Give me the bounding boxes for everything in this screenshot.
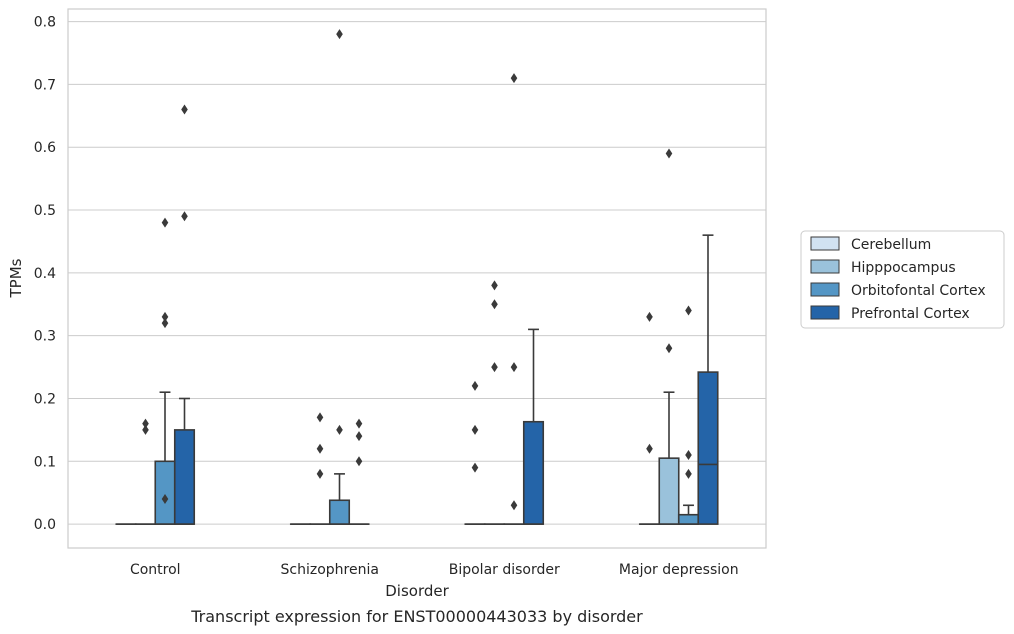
x-tick-label: Control	[130, 562, 181, 578]
box-group	[658, 148, 680, 525]
box-group	[483, 280, 506, 525]
outlier-point	[161, 494, 169, 504]
box-group	[677, 305, 700, 525]
box-group	[638, 311, 661, 525]
outlier-point	[510, 73, 518, 84]
outlier-point	[161, 311, 169, 322]
box	[173, 429, 196, 525]
outlier-point	[665, 343, 673, 354]
box	[697, 371, 719, 525]
y-tick-label: 0.2	[34, 391, 56, 407]
legend-swatch	[810, 305, 840, 320]
legend-label: Hipppocampus	[851, 260, 956, 276]
outlier-point	[646, 443, 653, 454]
legend-swatch	[810, 236, 840, 251]
y-tick-label: 0.5	[34, 203, 56, 219]
outlier-point	[685, 468, 692, 479]
x-axis-title: Disorder	[385, 582, 449, 600]
box-group	[522, 328, 545, 525]
box-group	[348, 418, 370, 525]
box-group	[328, 29, 351, 525]
box-group	[154, 217, 176, 525]
outlier-point	[355, 456, 363, 467]
outlier-point	[510, 500, 518, 511]
outlier-point	[471, 424, 479, 435]
outlier-point	[142, 424, 149, 435]
outlier-point	[491, 280, 498, 291]
box-group	[134, 418, 157, 525]
y-tick-label: 0.1	[34, 454, 56, 470]
y-tick-label: 0.8	[34, 15, 56, 31]
legend-label: Orbitofontal Cortex	[851, 283, 986, 299]
outlier-point	[161, 318, 169, 329]
outlier-point	[471, 380, 479, 391]
outlier-point	[161, 217, 169, 228]
outlier-point	[336, 424, 343, 435]
box-group	[464, 380, 486, 525]
outlier-point	[491, 362, 498, 373]
grid-lines	[68, 21, 766, 525]
outlier-point	[355, 418, 363, 429]
outlier-point	[665, 148, 673, 159]
outlier-point	[471, 462, 479, 473]
box-group	[503, 73, 525, 525]
legend: Cerebellum Hipppocampus Orbitofontal Corte…	[800, 230, 1005, 329]
outlier-point	[181, 104, 188, 115]
y-axis-title: TPMs	[7, 258, 25, 298]
legend-swatch	[810, 259, 840, 274]
outlier-point	[685, 305, 692, 316]
y-tick-label: 0.3	[34, 329, 56, 345]
outlier-point	[142, 418, 149, 429]
legend-swatch	[810, 282, 840, 297]
legend-label: Prefrontal Cortex	[851, 306, 970, 322]
outlier-point	[491, 299, 498, 310]
outlier-point	[336, 29, 343, 40]
box	[328, 499, 351, 525]
outlier-point	[316, 443, 324, 454]
box	[658, 457, 680, 525]
x-tick-label: Bipolar disorder	[449, 562, 560, 578]
legend-label: Cerebellum	[851, 237, 931, 253]
box	[154, 460, 176, 525]
outlier-point	[510, 362, 518, 373]
x-tick-label: Major depression	[619, 562, 739, 578]
outlier-point	[355, 431, 363, 442]
outlier-point	[316, 412, 324, 423]
box-group	[173, 104, 196, 525]
y-tick-label: 0.4	[34, 266, 56, 282]
y-tick-label: 0.7	[34, 77, 56, 93]
plot-frame	[67, 8, 767, 549]
outlier-point	[646, 311, 653, 322]
box	[677, 513, 700, 525]
y-tick-label: 0.0	[34, 517, 56, 533]
chart-caption: Transcript expression for ENST0000044303…	[190, 607, 643, 626]
x-tick-label: Schizophrenia	[281, 562, 379, 578]
y-axis-ticks: 0.0 0.1 0.2 0.3 0.4 0.5 0.6 0.7 0.8	[34, 15, 56, 534]
box-group	[697, 234, 719, 525]
box-group	[309, 412, 331, 525]
box	[522, 420, 545, 525]
outlier-point	[316, 468, 324, 479]
box-plot-marks	[115, 29, 719, 525]
y-tick-label: 0.6	[34, 140, 56, 156]
outlier-point	[181, 211, 188, 222]
outlier-point	[685, 450, 692, 461]
legend-frame	[800, 230, 1005, 329]
x-axis-ticks: Control Schizophrenia Bipolar disorder Majo…	[130, 562, 739, 578]
